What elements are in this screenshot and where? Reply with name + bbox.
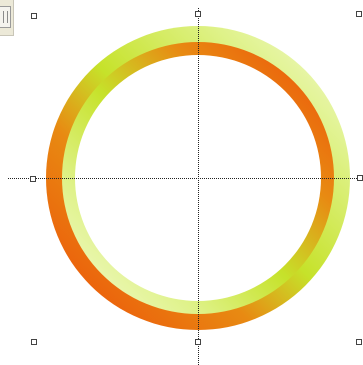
ring-hole (75, 55, 321, 301)
resize-handle-bottom-left[interactable] (31, 339, 37, 345)
toolbar-button-frame (0, 6, 11, 28)
resize-handle-bottom-right[interactable] (356, 339, 362, 345)
toolbar-fragment-icon[interactable] (0, 0, 14, 36)
resize-handle-bottom-center[interactable] (195, 339, 201, 345)
resize-handle-top-center[interactable] (195, 11, 201, 17)
resize-handle-middle-right[interactable] (357, 175, 363, 181)
resize-handle-middle-left[interactable] (30, 176, 36, 182)
resize-handle-top-left[interactable] (31, 13, 37, 19)
toolbar-grip-icon (3, 11, 8, 23)
resize-handle-top-right[interactable] (356, 11, 362, 17)
